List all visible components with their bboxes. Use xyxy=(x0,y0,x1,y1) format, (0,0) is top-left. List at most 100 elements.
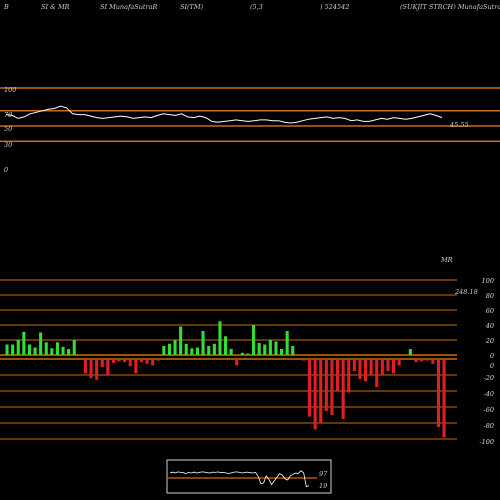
mrsi-bar xyxy=(22,331,26,356)
mrsi-bar xyxy=(291,346,295,355)
mrsi-bar xyxy=(386,359,390,371)
mini-label-upper: 97 xyxy=(319,470,328,478)
mrsi-bar xyxy=(240,352,244,356)
mrsi-bar xyxy=(61,346,65,356)
mrsi-bar xyxy=(128,359,132,367)
mrsi-bar xyxy=(336,359,340,391)
header-stock: (SUKJIT STRCH) MunafaSutra.com xyxy=(400,3,500,11)
mrsi-bar xyxy=(341,359,345,419)
mrsi-bar xyxy=(139,359,143,363)
mrsi-bar xyxy=(55,342,59,356)
mrsi-tick-label: 0 xyxy=(490,362,494,370)
mrsi-bar xyxy=(229,349,233,355)
mrsi-bar xyxy=(319,359,323,423)
rsi-tick-label: 0 xyxy=(4,166,8,174)
mrsi-bar xyxy=(347,359,351,393)
mrsi-tick-label: -100 xyxy=(479,438,494,446)
mrsi-bar xyxy=(302,359,306,361)
mrsi-bar xyxy=(89,359,93,379)
mrsi-bar xyxy=(268,340,272,355)
mrsi-bar xyxy=(414,359,418,363)
header-code: ) 524542 xyxy=(320,3,350,11)
mrsi-value-label: 248.18 xyxy=(454,288,478,296)
mrsi-tick-label: 40 xyxy=(485,322,494,330)
mrsi-bar xyxy=(369,359,373,375)
mrsi-bar xyxy=(358,359,362,379)
mrsi-bar xyxy=(392,359,396,374)
mrsi-bar xyxy=(375,359,379,387)
mini-label-lower: 19 xyxy=(319,482,327,490)
mrsi-bar xyxy=(44,342,48,356)
mrsi-bar xyxy=(173,340,177,355)
mini-frame xyxy=(166,459,332,494)
header-site: SI MunafaSutraR xyxy=(100,3,158,11)
mrsi-bar xyxy=(179,326,183,355)
mrsi-bar xyxy=(246,353,250,355)
mrsi-bar xyxy=(212,343,216,356)
header-sitm: SI(TM) xyxy=(180,3,204,11)
rsi-tick-label: 100 xyxy=(4,86,16,94)
mrsi-bar xyxy=(111,359,115,363)
mrsi-bar xyxy=(431,359,435,364)
mrsi-bar xyxy=(95,359,99,380)
mrsi-bar xyxy=(252,325,256,355)
mrsi-tick-label: 100 xyxy=(482,277,494,285)
mrsi-bar xyxy=(313,359,317,430)
rsi-tick-label: 50 xyxy=(4,125,12,133)
mrsi-bar xyxy=(218,321,222,356)
mini-line xyxy=(169,470,310,488)
header-si-mr: SI & MR xyxy=(41,3,70,11)
mrsi-bar xyxy=(16,340,20,355)
mrsi-bar xyxy=(285,331,289,355)
mrsi-bar xyxy=(420,359,424,362)
rsi-tick-label: 30 xyxy=(4,141,12,149)
mrsi-bar xyxy=(352,359,356,371)
mrsi-bar xyxy=(151,359,155,366)
mrsi-bar xyxy=(195,347,199,355)
mrsi-bar xyxy=(156,359,160,361)
mrsi-bar xyxy=(308,359,312,417)
mrsi-bar xyxy=(436,359,440,427)
mrsi-bar xyxy=(425,359,429,361)
mrsi-bar xyxy=(408,349,412,355)
mrsi-bar xyxy=(257,343,261,355)
mrsi-bar xyxy=(5,344,9,355)
mrsi-tick-label: 0 xyxy=(490,352,494,360)
header-params: (5,3 xyxy=(250,3,263,11)
mrsi-tick-label: 60 xyxy=(486,307,494,315)
rsi-last-value: 45.55 xyxy=(449,121,469,129)
mrsi-bar xyxy=(33,347,37,355)
mrsi-bar xyxy=(324,359,328,411)
mrsi-tick-label: 80 xyxy=(486,292,494,300)
mrsi-bar xyxy=(106,359,110,375)
mrsi-bar xyxy=(27,344,31,355)
rsi-line xyxy=(5,105,443,124)
mrsi-tick-label: -60 xyxy=(484,406,494,414)
mrsi-bar xyxy=(280,349,284,355)
mrsi-panel: 100 80 60 40 20 0 0 -20 -40 -60 -80 -100 MR 248.18 xyxy=(0,256,494,446)
mrsi-bar xyxy=(207,346,211,355)
mrsi-tick-label: -80 xyxy=(484,422,494,430)
mrsi-bar xyxy=(364,359,368,382)
mrsi-bar xyxy=(167,343,171,356)
mrsi-bar xyxy=(184,343,188,356)
header-b: B xyxy=(4,3,9,11)
mrsi-bar xyxy=(235,359,239,366)
mrsi-bar xyxy=(201,331,205,355)
mrsi-bar xyxy=(145,359,149,364)
mrsi-bar xyxy=(123,359,127,363)
mrsi-bar xyxy=(117,359,121,362)
mrsi-bar xyxy=(50,348,54,356)
mrsi-bar xyxy=(72,340,76,355)
mrsi-bar xyxy=(190,348,194,356)
mrsi-bar xyxy=(274,341,278,355)
mrsi-tick-label: -20 xyxy=(484,374,494,382)
mrsi-bar xyxy=(380,359,384,375)
mrsi-bar xyxy=(67,349,71,355)
mrsi-bar xyxy=(263,344,267,355)
mrsi-bar xyxy=(134,359,138,374)
mrsi-tick-label: 20 xyxy=(485,337,494,345)
mrsi-tick-label: -40 xyxy=(484,390,494,398)
